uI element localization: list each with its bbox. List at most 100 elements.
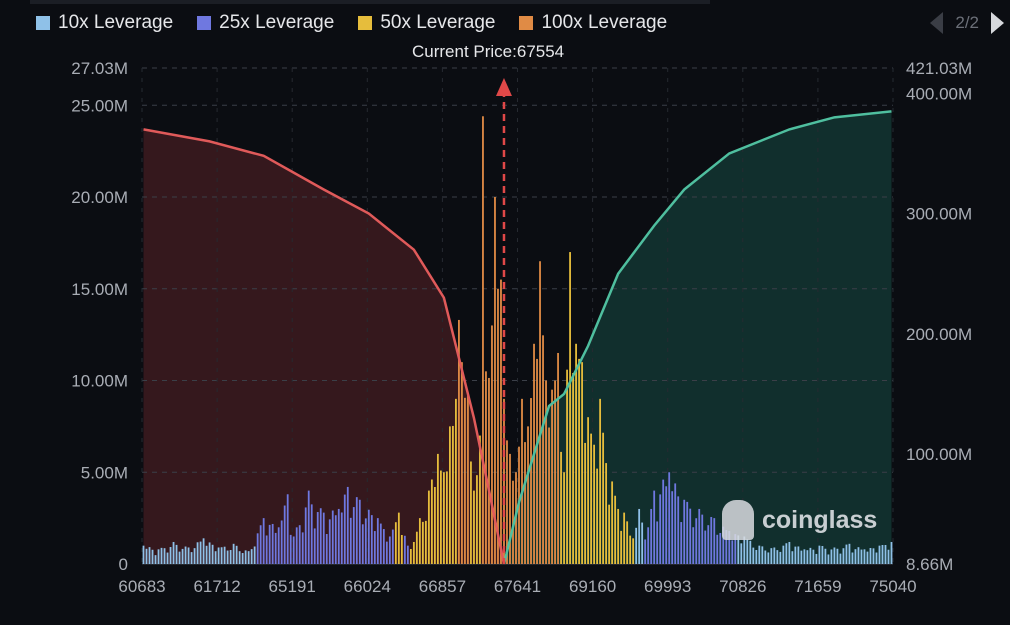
bar-50x — [602, 432, 605, 564]
bar-25x — [662, 479, 665, 564]
bar-50x — [394, 522, 397, 564]
y-left-tick-label: 27.03M — [71, 59, 128, 78]
bar-10x — [193, 548, 196, 564]
bar-10x — [199, 541, 202, 564]
bar-50x — [626, 521, 629, 564]
bar-100x — [488, 377, 490, 564]
bar-25x — [659, 494, 662, 564]
x-tick-label: 65191 — [269, 577, 316, 596]
bar-25x — [716, 534, 719, 564]
bar-50x — [470, 461, 472, 564]
bar-25x — [301, 532, 304, 564]
bar-10x — [794, 546, 797, 564]
legend-pager: 2/2 — [930, 12, 1004, 34]
bar-10x — [881, 545, 884, 564]
bar-25x — [286, 494, 289, 564]
legend-swatch-50x — [358, 16, 373, 30]
bar-100x — [521, 398, 523, 564]
y-left-tick-label: 15.00M — [71, 280, 128, 299]
bar-10x — [851, 552, 854, 564]
bar-50x — [455, 398, 457, 564]
bar-50x — [473, 490, 475, 564]
y-right-tick-label: 200.00M — [906, 325, 972, 344]
bar-25x — [373, 531, 376, 564]
watermark-text: coinglass — [762, 505, 878, 534]
short-cumulative-line — [143, 128, 506, 565]
bar-25x — [391, 529, 394, 564]
pager-next-icon[interactable] — [991, 12, 1004, 34]
bar-50x — [418, 518, 421, 564]
bar-10x — [791, 551, 794, 564]
chart-legend: 10x Leverage 25x Leverage 50x Leverage 1… — [36, 12, 667, 34]
bar-10x — [214, 551, 217, 564]
bar-50x — [590, 433, 592, 564]
bar-10x — [833, 547, 836, 564]
bar-100x — [506, 440, 508, 564]
current-price-label: Current Price:67554 — [412, 42, 565, 61]
legend-item-50x[interactable]: 50x Leverage — [358, 12, 495, 34]
bar-10x — [887, 549, 890, 564]
bar-10x — [767, 552, 770, 564]
legend-item-25x[interactable]: 25x Leverage — [197, 12, 334, 34]
bar-100x — [548, 427, 550, 564]
y-right-tick-label: 421.03M — [906, 59, 972, 78]
bar-50x — [421, 521, 424, 564]
bar-25x — [665, 486, 668, 564]
bar-25x — [722, 526, 725, 564]
bar-50x — [605, 463, 608, 564]
legend-item-10x[interactable]: 10x Leverage — [36, 12, 173, 34]
bar-10x — [142, 545, 145, 564]
bar-10x — [824, 548, 827, 564]
bar-10x — [740, 543, 743, 564]
bar-100x — [536, 358, 538, 564]
bar-25x — [322, 512, 325, 564]
bar-25x — [328, 519, 331, 564]
bar-10x — [863, 549, 866, 564]
bar-100x — [530, 398, 532, 564]
bar-10x — [872, 548, 875, 564]
bar-25x — [337, 508, 340, 564]
bar-50x — [560, 451, 562, 564]
bar-25x — [713, 518, 716, 564]
bar-10x — [247, 551, 250, 564]
bar-10x — [866, 551, 869, 564]
bar-100x — [494, 197, 496, 564]
legend-swatch-25x — [197, 16, 212, 30]
bar-25x — [304, 507, 307, 564]
bar-25x — [385, 541, 388, 564]
bar-25x — [388, 536, 391, 564]
bar-25x — [355, 497, 358, 564]
bar-50x — [617, 508, 620, 564]
bar-25x — [340, 512, 343, 564]
pager-prev-icon[interactable] — [930, 12, 944, 34]
legend-item-100x[interactable]: 100x Leverage — [519, 12, 667, 34]
bar-50x — [409, 549, 412, 564]
bar-25x — [725, 530, 728, 564]
bar-25x — [358, 499, 361, 564]
bar-50x — [439, 470, 442, 564]
bar-10x — [797, 546, 800, 564]
bar-10x — [160, 547, 163, 564]
bar-50x — [572, 373, 574, 564]
bar-10x — [190, 552, 193, 564]
bar-10x — [764, 550, 767, 564]
bar-25x — [277, 527, 280, 564]
bar-50x — [427, 490, 430, 564]
bar-10x — [869, 547, 872, 564]
bar-50x — [620, 530, 623, 564]
x-tick-label: 71659 — [794, 577, 841, 596]
bar-10x — [821, 546, 824, 564]
bar-25x — [268, 524, 271, 564]
bar-25x — [295, 527, 298, 564]
x-tick-label: 60683 — [118, 577, 165, 596]
bar-10x — [809, 547, 812, 564]
bar-25x — [650, 508, 653, 564]
bar-10x — [205, 545, 208, 564]
bar-10x — [746, 539, 749, 564]
bar-25x — [361, 524, 364, 564]
bar-50x — [584, 442, 586, 564]
legend-label-100x: 100x Leverage — [541, 12, 668, 33]
bar-10x — [208, 542, 211, 564]
x-tick-label: 66857 — [419, 577, 466, 596]
bar-100x — [524, 442, 526, 564]
